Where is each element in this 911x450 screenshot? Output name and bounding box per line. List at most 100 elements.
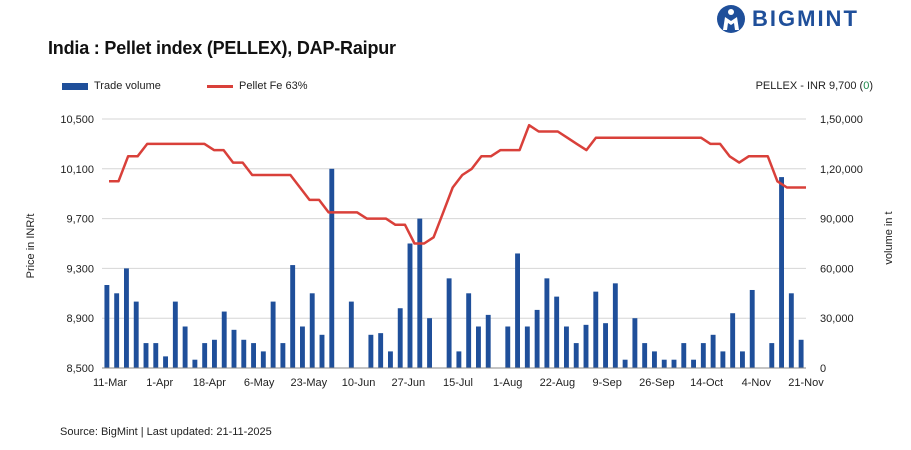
volume-bar — [749, 289, 755, 368]
volume-bar — [593, 291, 599, 368]
left-y-tick-label: 10,100 — [60, 164, 94, 176]
volume-bar — [730, 313, 736, 368]
volume-bar — [319, 334, 325, 368]
x-tick-label: 6-May — [244, 377, 275, 389]
left-y-axis: 8,500 8,900 9,300 9,700 10,100 10,500 — [60, 114, 94, 375]
volume-bar — [192, 359, 198, 368]
volume-bar — [642, 343, 648, 368]
x-tick-label: 14-Oct — [690, 377, 723, 389]
volume-bar — [114, 293, 120, 368]
right-y-tick-label: 0 — [820, 363, 826, 375]
volume-bar — [779, 177, 784, 368]
left-axis-title: Price in INR/t — [25, 214, 37, 279]
x-tick-label: 9-Sep — [592, 377, 621, 389]
volume-bar — [710, 334, 716, 368]
volume-bar — [397, 308, 403, 368]
x-tick-label: 15-Jul — [443, 377, 473, 389]
source-note: Source: BigMint | Last updated: 21-11-20… — [60, 426, 272, 438]
bigmint-emblem-icon — [717, 5, 745, 33]
volume-bar — [632, 318, 638, 368]
volume-bar — [329, 168, 335, 368]
volume-bar — [720, 351, 726, 368]
volume-bar — [700, 343, 706, 368]
price-series-line — [109, 123, 806, 245]
volume-bar — [104, 285, 110, 368]
volume-bar — [300, 326, 305, 368]
volume-bar — [368, 334, 374, 368]
legend-swatch-price — [207, 84, 233, 88]
volume-bar — [466, 293, 472, 368]
volume-bar — [172, 301, 178, 368]
x-tick-label: 18-Apr — [193, 377, 226, 389]
volume-bar — [241, 339, 247, 368]
gridlines — [102, 118, 806, 369]
volume-bar — [446, 278, 452, 368]
volume-bar — [124, 268, 129, 368]
right-y-axis: 0 30,000 60,000 90,000 1,20,000 1,50,000 — [820, 114, 863, 375]
volume-bar — [270, 301, 276, 368]
volume-bar — [251, 343, 256, 368]
volume-bar — [427, 318, 432, 368]
legend-label-volume: Trade volume — [94, 80, 161, 92]
volume-bar — [788, 293, 794, 368]
x-tick-label: 11-Mar — [93, 377, 127, 389]
x-tick-label: 26-Sep — [639, 377, 674, 389]
x-tick-label: 21-Nov — [788, 377, 824, 389]
x-tick-label: 4-Nov — [742, 377, 772, 389]
pellex-prefix: PELLEX - INR 9,700 ( — [755, 80, 864, 92]
volume-bar — [133, 301, 139, 368]
price-line — [109, 123, 806, 245]
volume-bar — [260, 351, 266, 368]
volume-bar — [143, 343, 149, 368]
volume-bar — [407, 243, 413, 368]
pellex-suffix: ) — [869, 80, 873, 92]
volume-bar — [485, 314, 491, 368]
volume-bar — [564, 326, 569, 368]
volume-bar — [612, 283, 618, 368]
volume-bar — [378, 333, 384, 368]
volume-bar — [202, 343, 208, 368]
volume-bar — [221, 311, 227, 368]
x-tick-label: 23-May — [291, 377, 328, 389]
volume-bar — [798, 339, 804, 368]
volume-bar — [231, 329, 237, 368]
pellex-readout: PELLEX - INR 9,700 (0) — [756, 80, 873, 92]
brand-name: BIGMINT — [752, 6, 859, 31]
volume-bar — [348, 301, 354, 368]
x-tick-label: 22-Aug — [540, 377, 575, 389]
chart-title: India : Pellet index (PELLEX), DAP-Raipu… — [48, 38, 396, 58]
left-y-tick-label: 8,900 — [66, 313, 94, 325]
left-y-tick-label: 9,700 — [66, 214, 94, 226]
volume-bar — [583, 324, 589, 368]
right-y-tick-label: 60,000 — [820, 263, 854, 275]
volume-bar — [388, 351, 393, 368]
volume-bars — [104, 168, 804, 368]
volume-bar — [524, 326, 530, 368]
bigmint-logo: BIGMINT — [716, 3, 859, 35]
x-tick-label: 1-Aug — [493, 377, 522, 389]
volume-bar — [661, 359, 667, 368]
volume-bar — [476, 326, 481, 368]
volume-bar — [456, 351, 462, 368]
right-y-tick-label: 1,50,000 — [820, 114, 863, 126]
right-y-tick-label: 1,20,000 — [820, 164, 863, 176]
volume-bar — [417, 218, 423, 368]
volume-bar — [290, 265, 296, 368]
pellex-change: 0 — [863, 80, 870, 92]
volume-bar — [691, 359, 696, 368]
right-axis-title: volume in t — [883, 211, 895, 264]
right-y-tick-label: 90,000 — [820, 214, 854, 226]
left-y-tick-label: 9,300 — [66, 263, 94, 275]
volume-bar — [652, 351, 657, 368]
left-y-tick-label: 8,500 — [66, 363, 94, 375]
legend-item-volume: Trade volume — [62, 80, 161, 92]
volume-bar — [515, 253, 520, 368]
volume-bar — [163, 356, 168, 368]
volume-bar — [671, 359, 677, 368]
left-y-tick-label: 10,500 — [60, 114, 94, 126]
legend-item-price: Pellet Fe 63% — [207, 80, 307, 92]
x-axis: 11-Mar 1-Apr 18-Apr 6-May 23-May 10-Jun 27-Jun… — [93, 367, 824, 389]
volume-bar — [280, 343, 286, 368]
volume-bar — [603, 323, 608, 368]
